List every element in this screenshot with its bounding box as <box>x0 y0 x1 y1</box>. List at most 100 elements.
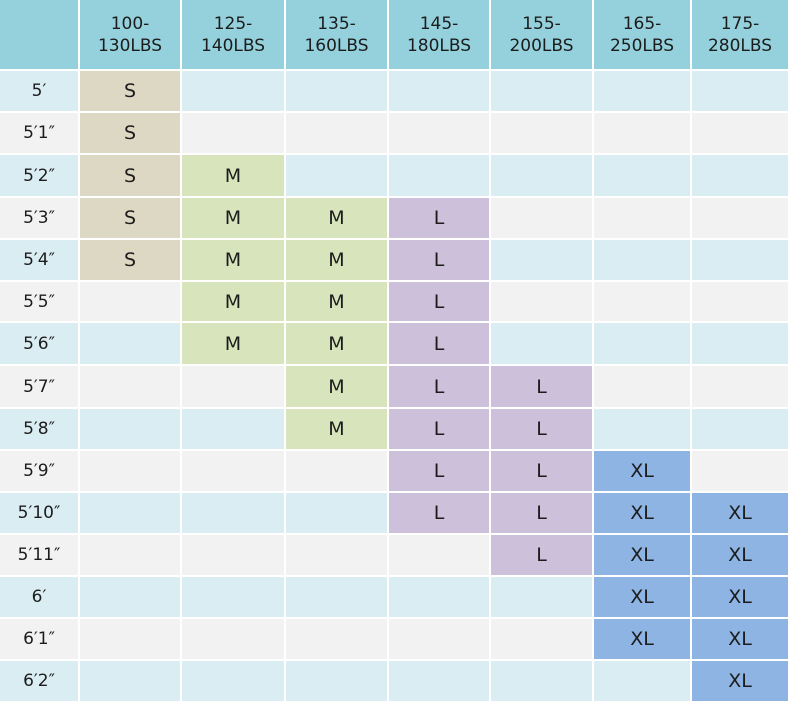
size-cell: M <box>182 155 284 196</box>
weight-column-header: 165- 250LBS <box>594 0 690 69</box>
empty-cell <box>491 240 592 280</box>
weight-column-header: 145- 180LBS <box>389 0 489 69</box>
empty-cell <box>286 71 387 111</box>
empty-cell <box>182 535 284 575</box>
height-label-cell: 5′7″ <box>0 366 78 407</box>
empty-cell <box>692 240 788 280</box>
size-cell: XL <box>692 619 788 659</box>
corner-header-cell <box>0 0 78 69</box>
empty-cell <box>594 323 690 364</box>
empty-cell <box>594 409 690 449</box>
weight-header-line: 130LBS <box>97 35 163 56</box>
weight-column-header: 135- 160LBS <box>286 0 387 69</box>
empty-cell <box>389 155 489 196</box>
empty-cell <box>80 493 180 533</box>
empty-cell <box>182 451 284 491</box>
empty-cell <box>594 113 690 153</box>
weight-header-line: 280LBS <box>707 35 773 56</box>
empty-cell <box>692 198 788 238</box>
size-cell: S <box>80 71 180 111</box>
empty-cell <box>491 198 592 238</box>
height-label-cell: 5′9″ <box>0 451 78 491</box>
empty-cell <box>80 535 180 575</box>
empty-cell <box>80 323 180 364</box>
weight-column-header: 100- 130LBS <box>80 0 180 69</box>
height-label-cell: 5′5″ <box>0 282 78 321</box>
empty-cell <box>692 282 788 321</box>
empty-cell <box>182 409 284 449</box>
height-label-cell: 5′ <box>0 71 78 111</box>
weight-header-line: 180LBS <box>406 35 472 56</box>
empty-cell <box>692 409 788 449</box>
empty-cell <box>491 577 592 617</box>
empty-cell <box>286 493 387 533</box>
size-cell: XL <box>692 577 788 617</box>
height-label-cell: 5′11″ <box>0 535 78 575</box>
weight-header-line: 140LBS <box>200 35 266 56</box>
height-label-cell: 5′4″ <box>0 240 78 280</box>
size-cell: L <box>491 409 592 449</box>
size-cell: M <box>182 323 284 364</box>
height-label-cell: 6′ <box>0 577 78 617</box>
height-label-cell: 5′6″ <box>0 323 78 364</box>
size-cell: M <box>286 282 387 321</box>
size-cell: L <box>491 366 592 407</box>
size-cell: L <box>389 323 489 364</box>
empty-cell <box>286 155 387 196</box>
empty-cell <box>692 155 788 196</box>
empty-cell <box>389 661 489 701</box>
size-cell: S <box>80 240 180 280</box>
height-label-cell: 5′2″ <box>0 155 78 196</box>
size-cell: L <box>389 366 489 407</box>
size-cell: L <box>389 409 489 449</box>
height-label-cell: 5′10″ <box>0 493 78 533</box>
empty-cell <box>491 661 592 701</box>
empty-cell <box>80 282 180 321</box>
empty-cell <box>491 282 592 321</box>
empty-cell <box>286 451 387 491</box>
size-cell: S <box>80 155 180 196</box>
empty-cell <box>594 366 690 407</box>
empty-cell <box>182 493 284 533</box>
empty-cell <box>692 451 788 491</box>
size-cell: M <box>286 240 387 280</box>
empty-cell <box>491 619 592 659</box>
weight-header-line: 160LBS <box>304 35 369 56</box>
weight-header-line: 175- <box>720 13 760 34</box>
height-label-cell: 6′1″ <box>0 619 78 659</box>
weight-header-line: 165- <box>622 13 662 34</box>
size-cell: L <box>389 198 489 238</box>
empty-cell <box>594 240 690 280</box>
size-cell: M <box>286 366 387 407</box>
size-cell: XL <box>594 535 690 575</box>
empty-cell <box>389 577 489 617</box>
size-cell: M <box>182 240 284 280</box>
empty-cell <box>286 619 387 659</box>
size-cell: S <box>80 198 180 238</box>
empty-cell <box>389 113 489 153</box>
empty-cell <box>389 619 489 659</box>
size-cell: L <box>389 240 489 280</box>
empty-cell <box>491 323 592 364</box>
empty-cell <box>182 366 284 407</box>
weight-header-line: 250LBS <box>609 35 675 56</box>
size-cell: L <box>389 282 489 321</box>
size-cell: XL <box>692 535 788 575</box>
size-cell: L <box>389 493 489 533</box>
empty-cell <box>80 366 180 407</box>
weight-column-header: 125- 140LBS <box>182 0 284 69</box>
height-label-cell: 6′2″ <box>0 661 78 701</box>
height-label-cell: 5′8″ <box>0 409 78 449</box>
size-cell: XL <box>594 619 690 659</box>
height-label-cell: 5′1″ <box>0 113 78 153</box>
weight-column-header: 155- 200LBS <box>491 0 592 69</box>
size-cell: S <box>80 113 180 153</box>
size-cell: L <box>491 535 592 575</box>
size-cell: L <box>491 493 592 533</box>
size-cell: XL <box>594 451 690 491</box>
empty-cell <box>594 155 690 196</box>
empty-cell <box>692 366 788 407</box>
empty-cell <box>182 113 284 153</box>
weight-header-line: 125- <box>213 13 253 34</box>
empty-cell <box>491 71 592 111</box>
